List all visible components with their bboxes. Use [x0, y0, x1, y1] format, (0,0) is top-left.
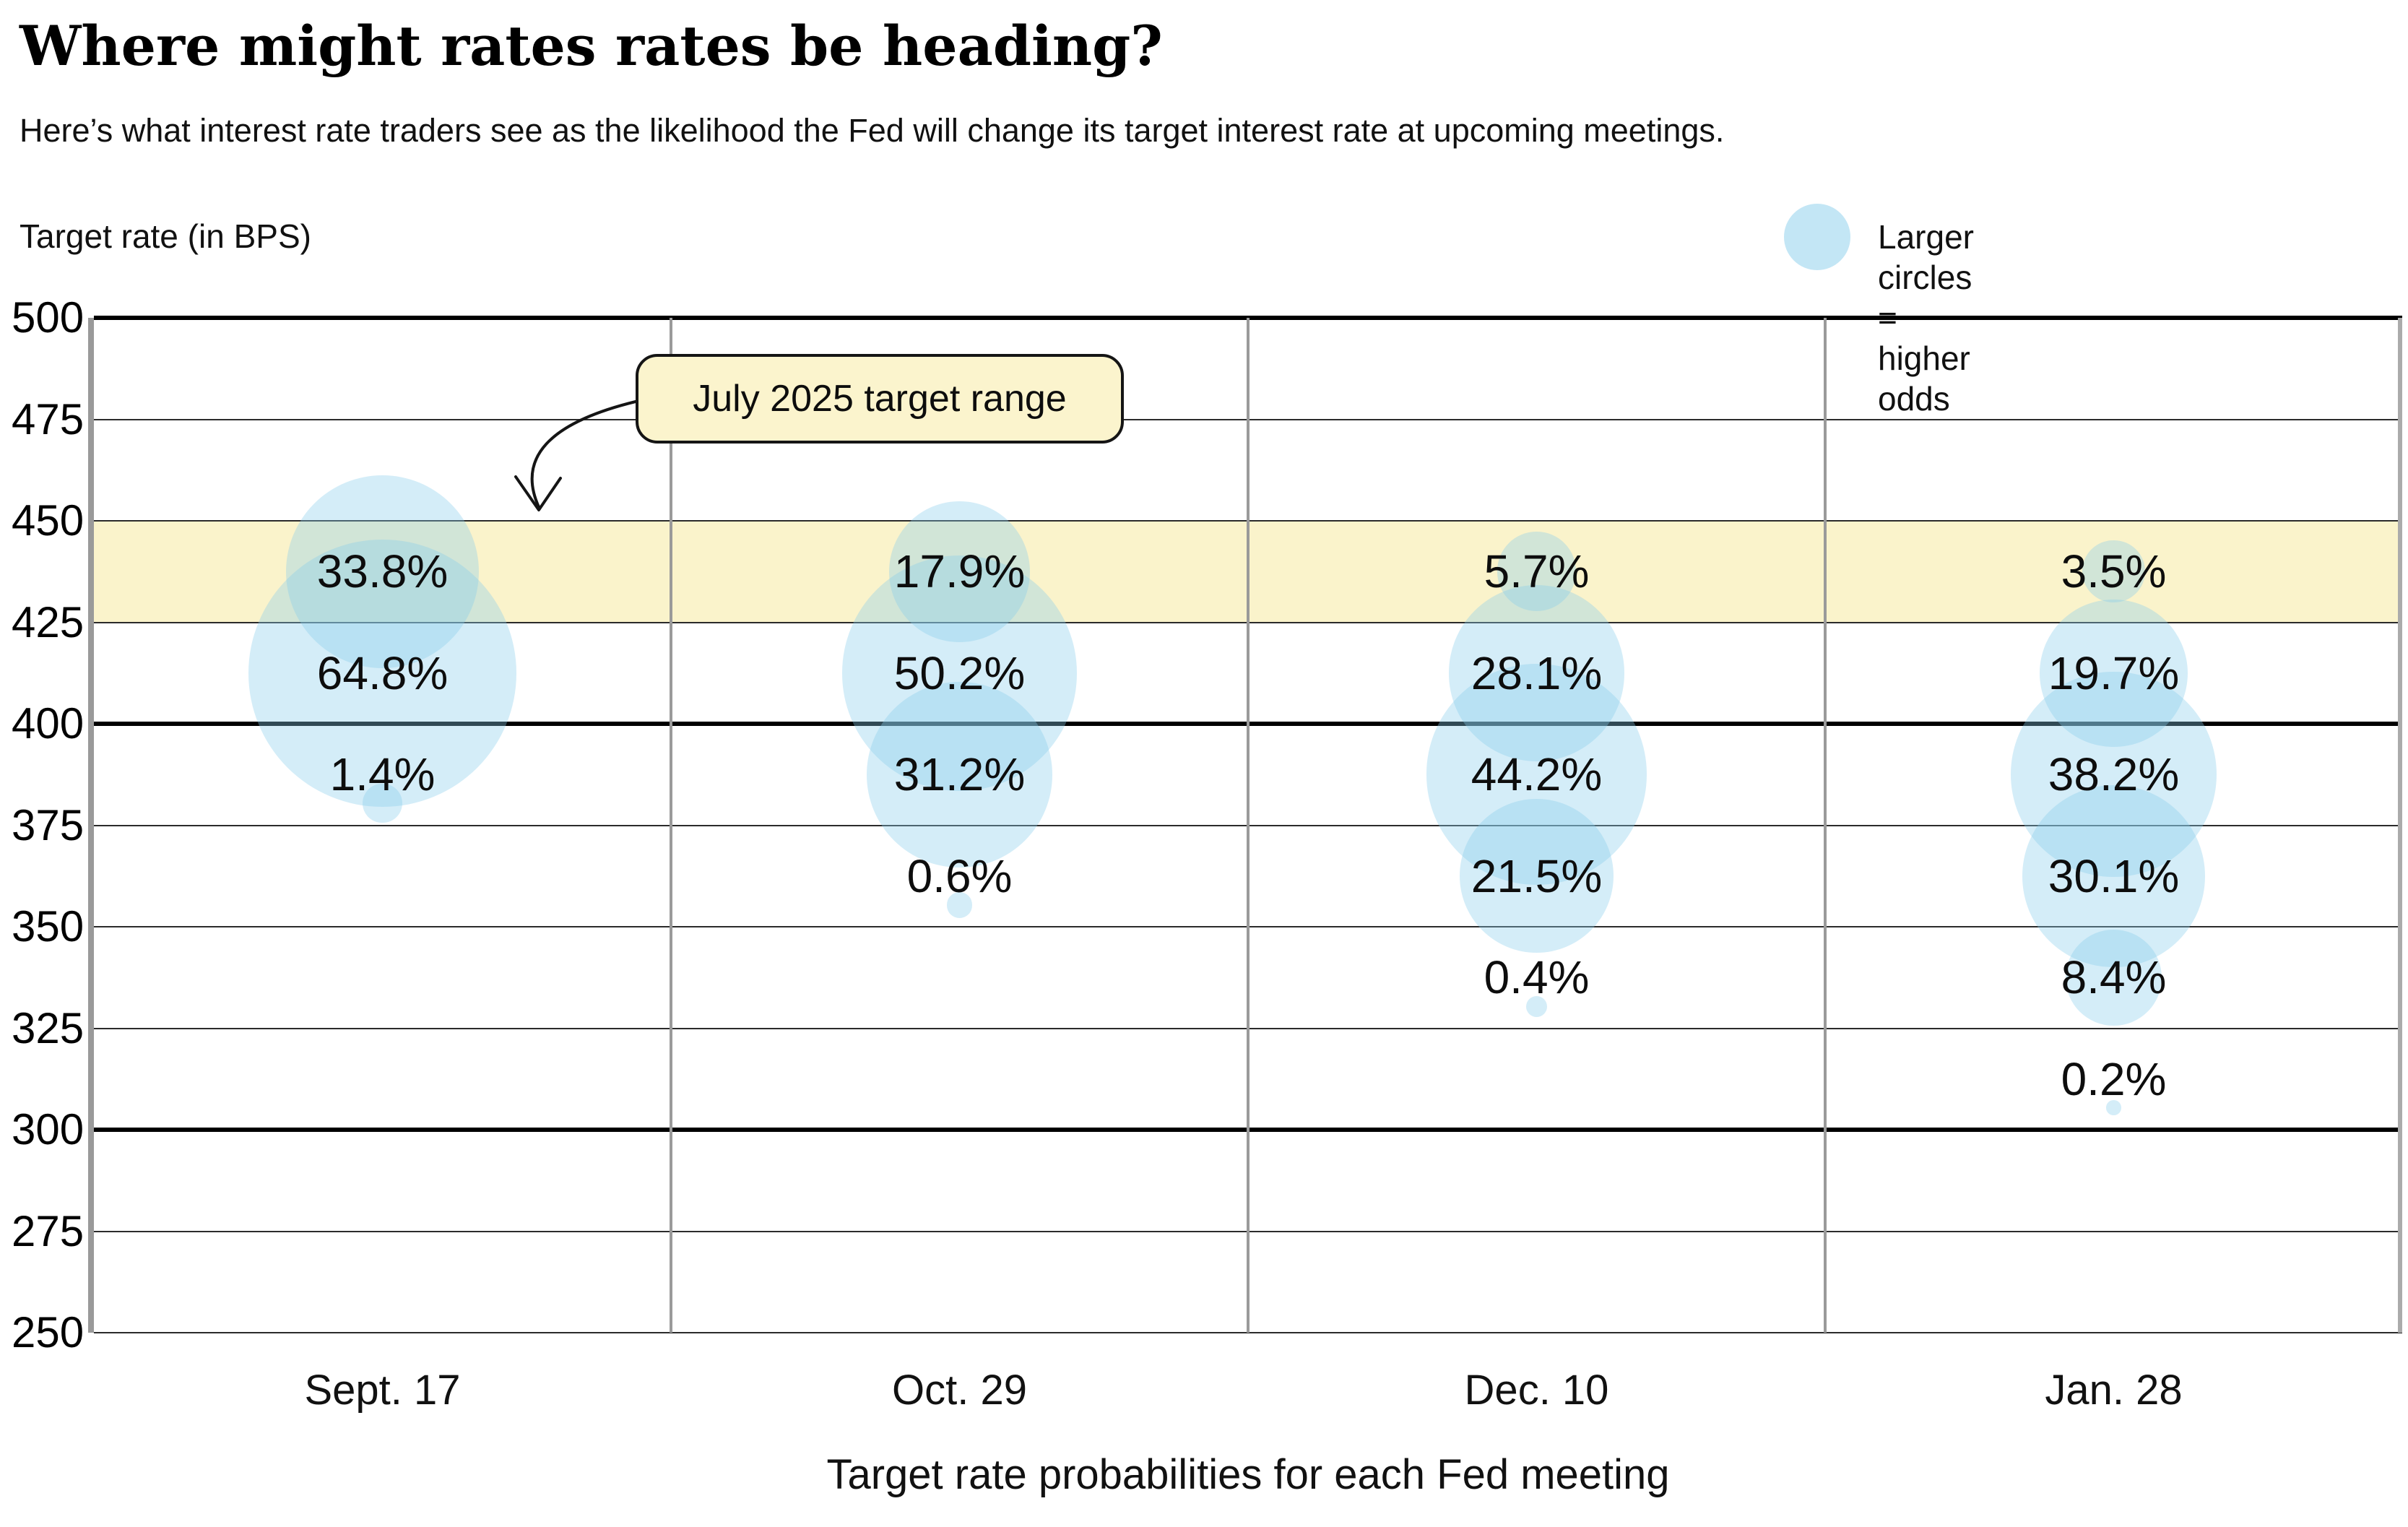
bubble-Dec10-437.5	[1497, 532, 1577, 612]
x-tick-Dec10: Dec. 10	[1464, 1367, 1609, 1414]
bubble-label-Jan28-412.5: 19.7%	[2048, 646, 2180, 699]
x-tick-Sept17: Sept. 17	[304, 1367, 461, 1414]
bubble-label-Oct29-437.5: 17.9%	[893, 545, 1026, 598]
bubble-Dec10-387.5	[1426, 664, 1647, 886]
bubble-label-Jan28-362.5: 30.1%	[2048, 849, 2180, 902]
bubble-label-Jan28-337.5: 8.4%	[2061, 951, 2167, 1004]
legend-bubble-icon	[1784, 204, 1850, 270]
bubble-Jan28-312.5	[2106, 1100, 2121, 1116]
bubble-label-Sept17-387.5: 1.4%	[329, 748, 436, 801]
gridline-250	[94, 1332, 2402, 1333]
bubble-label-Jan28-437.5: 3.5%	[2061, 545, 2167, 598]
bubble-Dec10-412.5	[1448, 584, 1625, 761]
bubble-Jan28-362.5	[2022, 784, 2205, 967]
bubble-Jan28-412.5	[2040, 599, 2188, 747]
bubble-Jan28-437.5	[2082, 540, 2145, 603]
bubble-label-Dec10-337.5: 0.4%	[1484, 951, 1590, 1004]
annotation-callout: July 2025 target range	[636, 354, 1124, 444]
bubble-Sept17-412.5	[248, 539, 516, 807]
y-tick-350: 350	[12, 902, 85, 951]
bubble-Dec10-362.5	[1459, 799, 1614, 953]
y-tick-275: 275	[12, 1206, 85, 1255]
annotation-label: July 2025 target range	[693, 378, 1067, 420]
y-tick-475: 475	[12, 394, 85, 444]
y-tick-500: 500	[12, 293, 85, 342]
chart-subtitle: Here’s what interest rate traders see as…	[20, 112, 1725, 149]
plot-area: 33.8% 64.8% 1.4% Sept. 17 17.9% 50.2% 31.2% 0.6…	[88, 316, 2402, 1414]
bubble-label-Dec10-412.5: 28.1%	[1471, 646, 1603, 699]
x-tick-Oct29: Oct. 29	[892, 1367, 1027, 1414]
y-tick-425: 425	[12, 597, 85, 646]
bubble-Jan28-337.5	[2065, 929, 2162, 1026]
bubble-Dec10-337.5	[1525, 995, 1548, 1017]
bubble-label-Oct29-412.5: 50.2%	[893, 646, 1026, 699]
x-axis-caption: Target rate probabilities for each Fed m…	[826, 1451, 1670, 1498]
bubble-label-Sept17-437.5: 33.8%	[316, 545, 449, 598]
bubble-Oct29-362.5	[946, 891, 973, 918]
bubble-Sept17-437.5	[285, 475, 480, 668]
bubble-label-Jan28-312.5: 0.2%	[2061, 1052, 2167, 1105]
bubble-label-Sept17-412.5: 64.8%	[316, 646, 449, 699]
bubble-Sept17-387.5	[363, 784, 402, 823]
bubble-label-Oct29-362.5: 0.6%	[906, 849, 1013, 902]
plot-right-border	[2398, 318, 2402, 1333]
y-tick-450: 450	[12, 496, 85, 545]
bubble-Oct29-387.5	[867, 681, 1052, 868]
bubble-label-Dec10-437.5: 5.7%	[1484, 545, 1590, 598]
y-tick-250: 250	[12, 1308, 85, 1357]
bubble-Oct29-412.5	[841, 555, 1078, 791]
y-tick-400: 400	[12, 699, 85, 748]
column-separator-2	[1247, 318, 1250, 1333]
bubble-label-Dec10-387.5: 44.2%	[1471, 748, 1603, 801]
x-tick-Jan28: Jan. 28	[2045, 1367, 2183, 1414]
y-tick-325: 325	[12, 1003, 85, 1052]
legend-label: Larger circles = higher odds	[1878, 218, 1974, 418]
bubble-label-Jan28-387.5: 38.2%	[2048, 748, 2180, 801]
column-separator-1	[670, 318, 672, 1333]
bubble-label-Oct29-387.5: 31.2%	[893, 748, 1026, 801]
y-tick-300: 300	[12, 1105, 85, 1154]
y-axis-label: Target rate (in BPS)	[20, 217, 311, 255]
bubble-Oct29-437.5	[889, 501, 1030, 642]
bubble-label-Dec10-362.5: 21.5%	[1471, 849, 1603, 902]
y-tick-375: 375	[12, 800, 85, 849]
column-separator-3	[1824, 318, 1827, 1333]
y-axis-line	[88, 318, 94, 1333]
bubble-Jan28-387.5	[2011, 672, 2217, 878]
chart-title: Where might rates rates be heading?	[20, 14, 1163, 78]
